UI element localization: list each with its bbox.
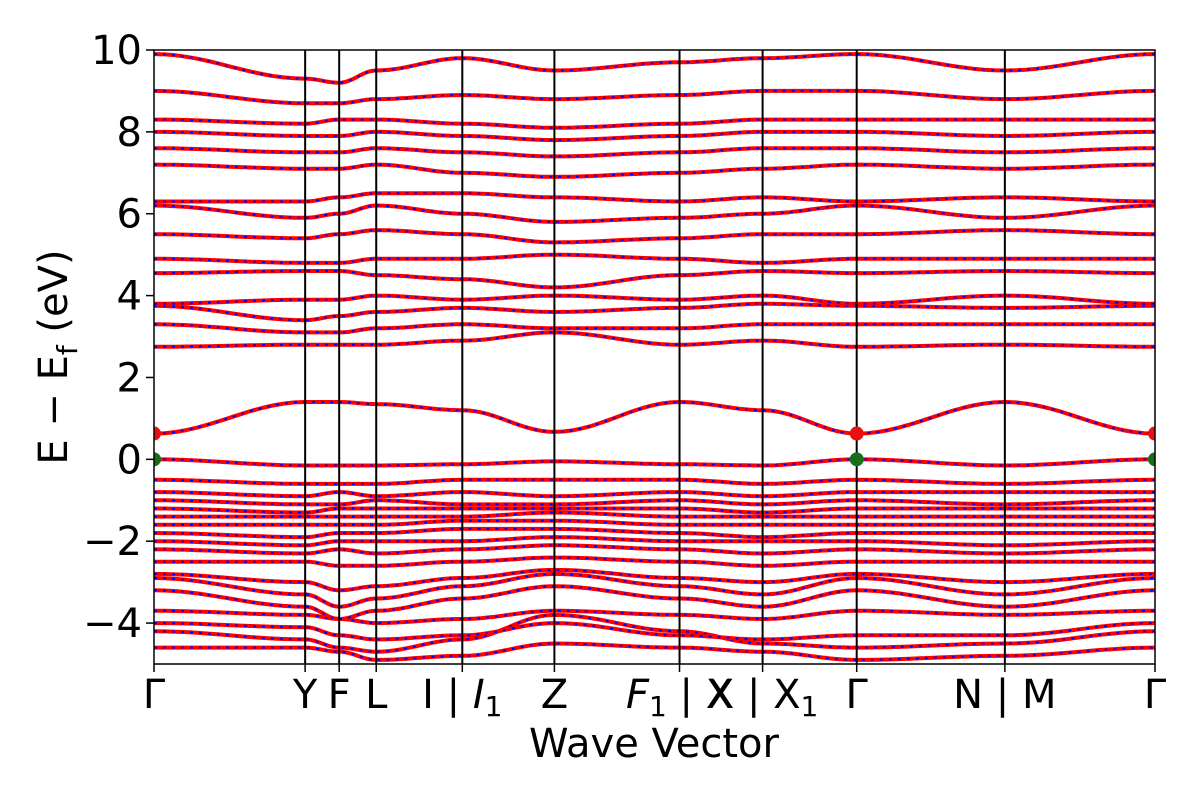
svg-text:E − Ef (eV): E − Ef (eV) <box>31 249 84 464</box>
band-line-spin-down-12 <box>154 511 1155 518</box>
x-tick-label-4: I | I1 <box>422 672 502 723</box>
band-edge-markers <box>154 426 1155 467</box>
vbm-marker-3 <box>154 452 161 467</box>
vbm-marker-5 <box>1148 452 1155 467</box>
y-tick-label-1: −2 <box>83 519 142 565</box>
y-axis-title-subscript: f <box>51 344 84 355</box>
band-line-spin-down-16 <box>154 478 1155 485</box>
plot-frame <box>153 49 1156 665</box>
band-line-spin-down-19 <box>154 331 1155 348</box>
cbm-marker-0 <box>154 426 161 441</box>
vbm-marker-4 <box>849 452 864 467</box>
y-axis-title-main: E − E <box>31 355 77 465</box>
y-axis-title: E − Ef (eV) <box>31 249 84 464</box>
y-tick-label-3: 2 <box>117 355 142 401</box>
y-tick-label-0: −4 <box>83 601 142 647</box>
cbm-marker-1 <box>849 426 864 441</box>
band-line-spin-down-28 <box>154 163 1155 178</box>
band-line-spin-down-11 <box>154 519 1155 526</box>
y-tick-label-7: 10 <box>91 28 142 74</box>
x-tick-label-9: N | M <box>953 672 1056 718</box>
y-tick-label-6: 8 <box>117 110 142 156</box>
x-tick-label-8: Γ <box>846 672 869 718</box>
y-tick-label-5: 6 <box>117 192 142 238</box>
band-line-spin-down-23 <box>154 269 1155 289</box>
x-tick-label-2: F <box>328 672 351 718</box>
band-line-spin-down-22 <box>154 294 1155 305</box>
band-line-spin-down-17 <box>154 458 1155 467</box>
band-line-spin-down-14 <box>154 499 1155 506</box>
x-tick-label-10: Γ <box>1144 672 1167 718</box>
x-tick-label-0: Γ <box>143 672 166 718</box>
y-axis-title-space <box>31 333 77 346</box>
cbm-marker-2 <box>1148 426 1155 441</box>
x-tick-label-7: X | X1 <box>707 672 819 723</box>
y-axis-ticks: −4 −2 0 2 4 6 8 10 <box>83 28 154 647</box>
x-tick-label-1: Y <box>292 672 318 718</box>
x-tick-label-3: L <box>365 672 388 718</box>
x-axis-title: Wave Vector <box>529 721 780 767</box>
y-axis-title-unit: (eV) <box>31 249 77 332</box>
x-tick-label-6: F1 | X <box>626 672 733 723</box>
band-line-spin-down-30 <box>154 130 1155 142</box>
band-line-spin-down-24 <box>154 253 1155 264</box>
y-tick-label-4: 4 <box>117 274 142 320</box>
x-tick-label-5: Z <box>541 672 568 718</box>
y-tick-label-2: 0 <box>117 437 142 483</box>
band-line-spin-down-29 <box>154 147 1155 158</box>
kpoint-vertical-lines <box>304 50 1006 664</box>
